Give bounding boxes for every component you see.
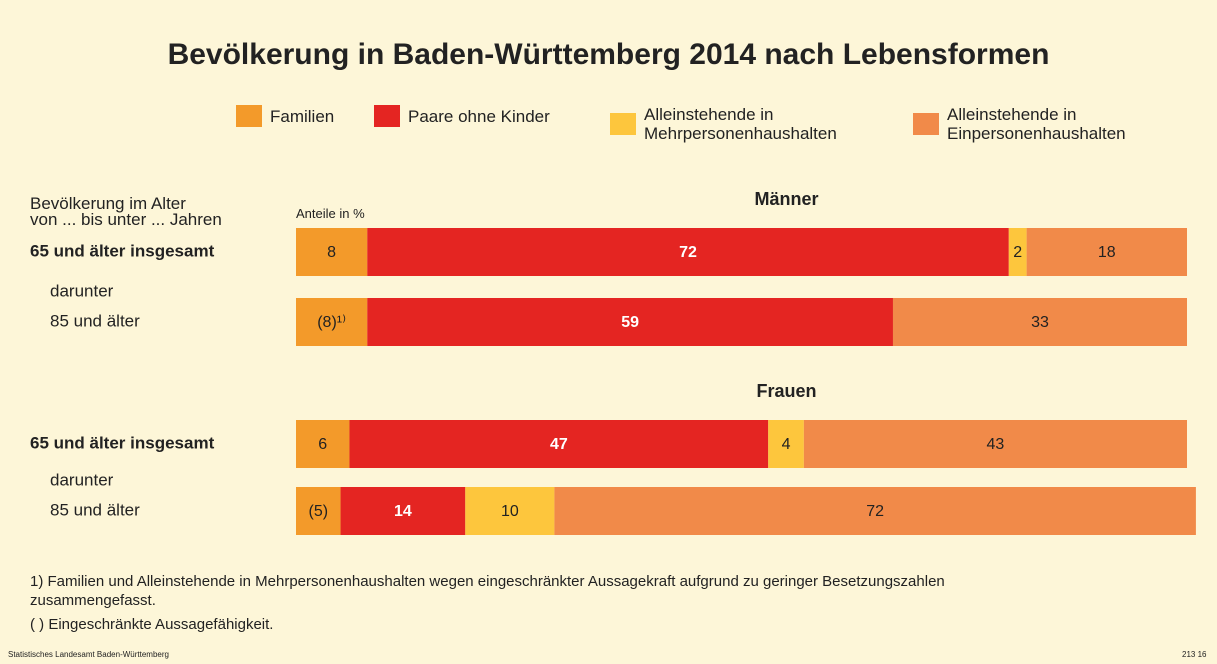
bar-segment (296, 420, 350, 468)
legend-swatch (610, 113, 636, 135)
value-label: 43 (987, 436, 1005, 453)
value-label: (5) (308, 503, 328, 520)
value-label: 6 (318, 436, 327, 453)
footnote: ( ) Eingeschränkte Aussagefähigkeit. (30, 616, 274, 633)
source: Statistisches Landesamt Baden-Württember… (8, 650, 169, 659)
bar-segment (1008, 228, 1027, 276)
value-label: 8 (327, 244, 336, 261)
bar-segment (367, 298, 893, 346)
bar-segment (465, 487, 555, 535)
bar-segment (892, 298, 1187, 346)
unit-label: Anteile in % (296, 206, 365, 221)
value-label: 72 (866, 503, 884, 520)
code: 213 16 (1182, 650, 1207, 659)
bar-segment (768, 420, 804, 468)
value-label: (8)¹⁾ (317, 314, 346, 331)
bar-segment (1026, 228, 1187, 276)
legend-label: Paare ohne Kinder (408, 106, 550, 126)
value-label: 14 (394, 503, 412, 520)
bar-segment (349, 420, 769, 468)
value-label: 2 (1013, 244, 1022, 261)
subgroup-label: darunter (50, 281, 114, 300)
bar-segment (296, 298, 368, 346)
legend-item: Familien (236, 105, 334, 127)
footnote: 1) Familien und Alleinstehende in Mehrpe… (30, 573, 945, 609)
axis-label: Bevölkerung im Alter von ... bis unter .… (30, 194, 222, 229)
category-label: 65 und älter insgesamt (30, 241, 215, 260)
value-label: 33 (1031, 314, 1049, 331)
value-label: 72 (679, 244, 697, 261)
value-label: 59 (621, 314, 639, 331)
legend-label: Familien (270, 106, 335, 126)
value-label: 10 (501, 503, 519, 520)
bar-segment (296, 487, 341, 535)
legend-label: Alleinstehende in Mehrpersonenhaushalten (644, 105, 837, 143)
legend-label: Alleinstehende in Einpersonenhaushalten (947, 105, 1126, 143)
bar-segment (296, 228, 368, 276)
category-label: 65 und älter insgesamt (30, 433, 215, 452)
value-label: 4 (782, 436, 791, 453)
legend-item: Alleinstehende in Einpersonenhaushalten (913, 105, 1126, 143)
panel-title: Frauen (756, 381, 816, 401)
legend-item: Alleinstehende in Mehrpersonenhaushalten (610, 105, 837, 143)
legend-swatch (236, 105, 262, 127)
legend-item: Paare ohne Kinder (374, 105, 550, 127)
legend-swatch (913, 113, 939, 135)
legend-swatch (374, 105, 400, 127)
category-label: 85 und älter (50, 311, 140, 330)
value-label: 47 (550, 436, 568, 453)
title: Bevölkerung in Baden-Württemberg 2014 na… (167, 38, 1050, 71)
panel-title: Männer (754, 189, 818, 209)
value-label: 18 (1098, 244, 1116, 261)
bar-segment (554, 487, 1196, 535)
bar-segment (367, 228, 1009, 276)
subgroup-label: darunter (50, 470, 114, 489)
bar-segment (803, 420, 1187, 468)
bar-segment (340, 487, 466, 535)
category-label: 85 und älter (50, 500, 140, 519)
